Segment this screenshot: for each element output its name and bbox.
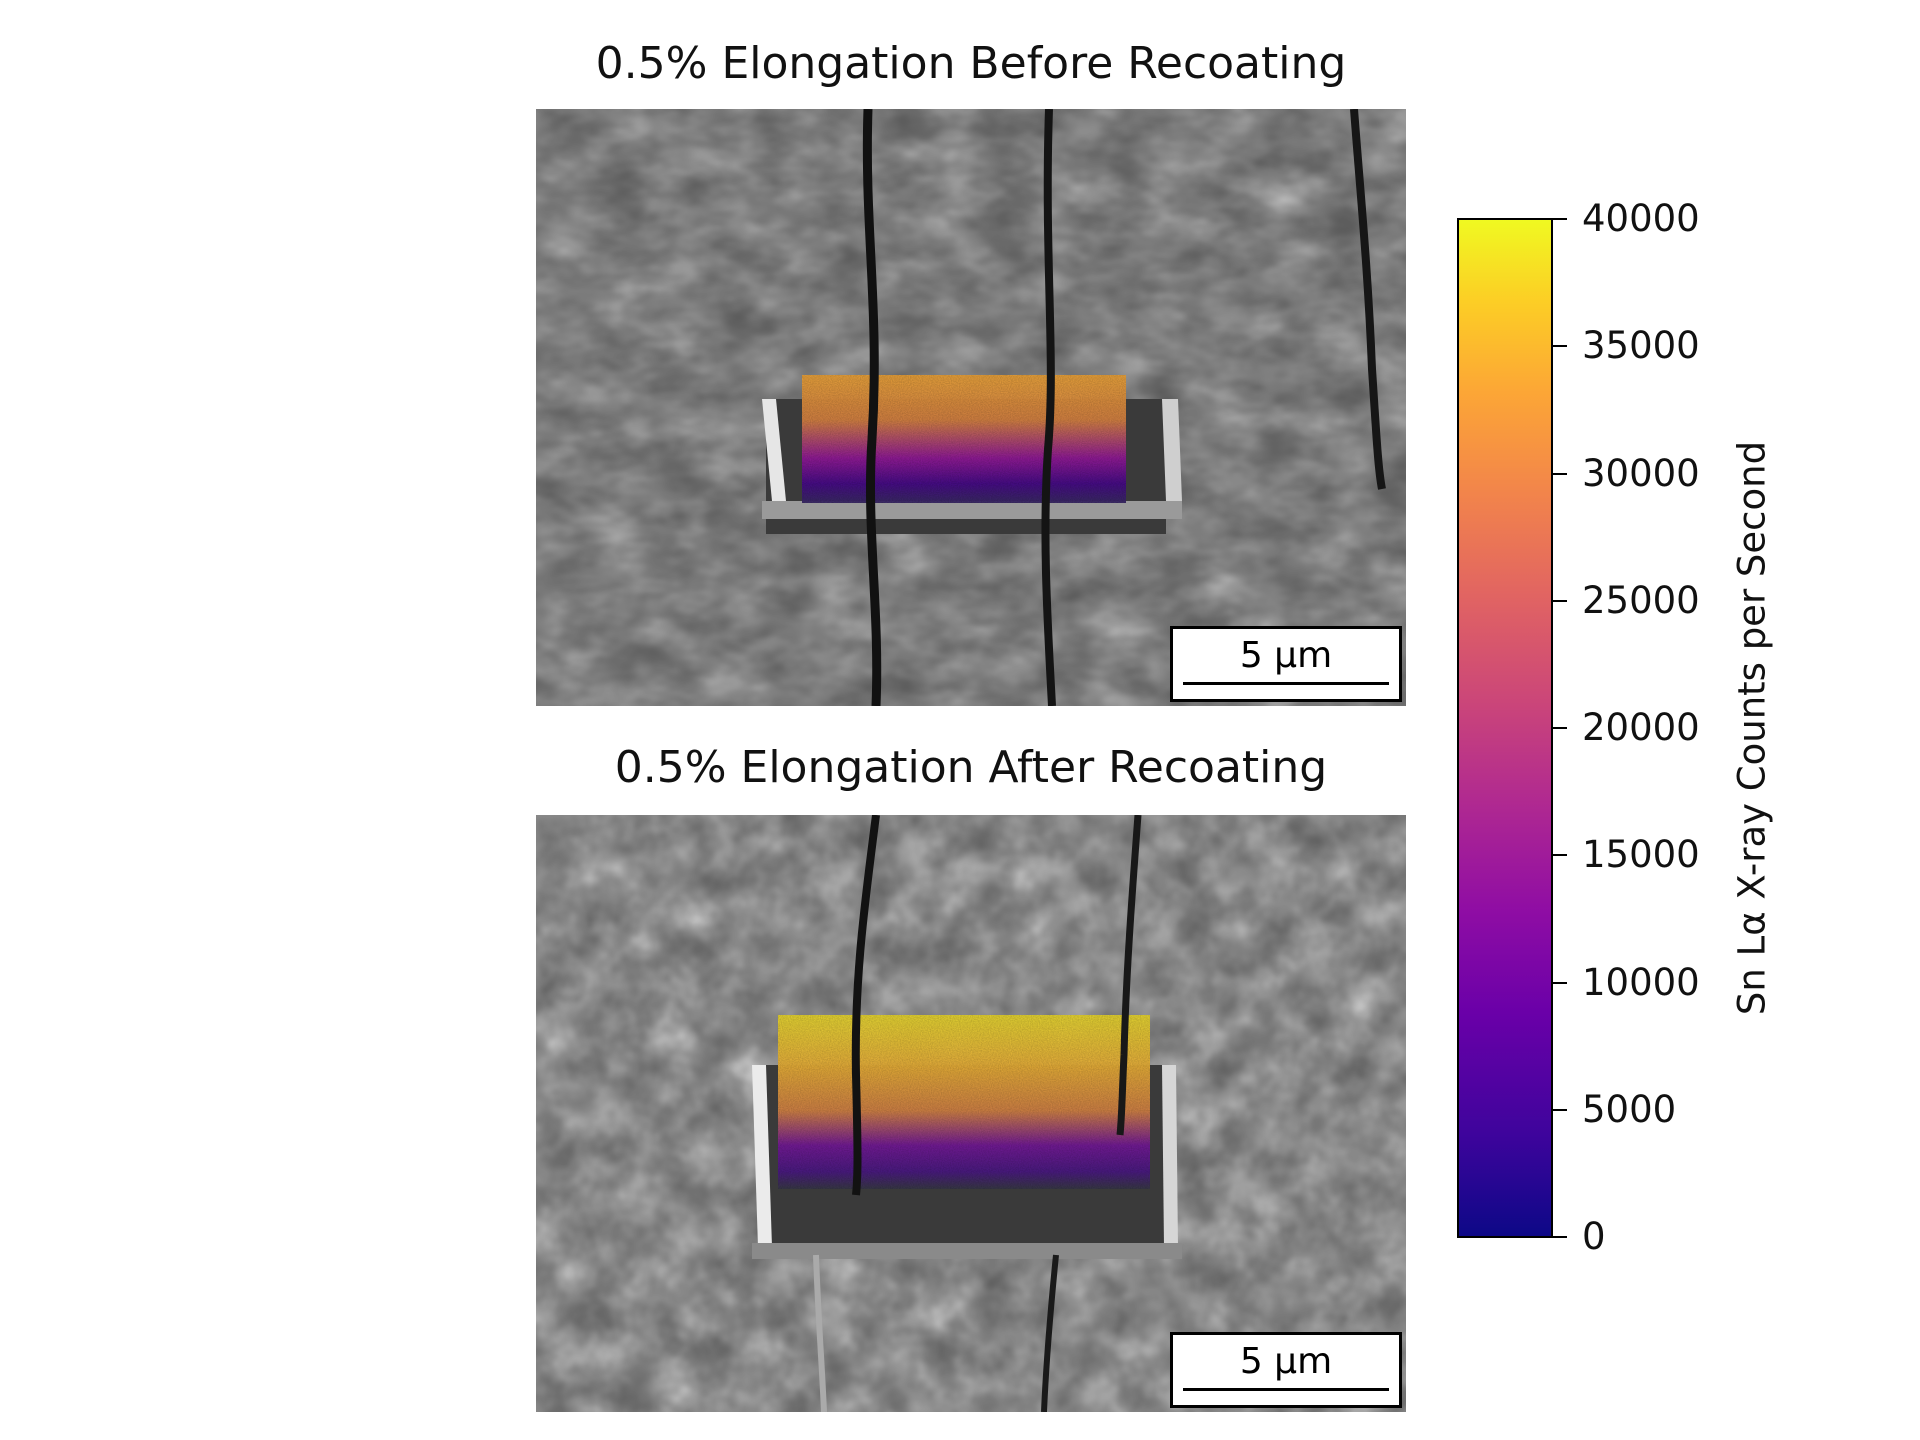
panel-title-bottom: 0.5% Elongation After Recoating [614, 742, 1328, 793]
sem-micrograph-before [536, 109, 1406, 706]
colorbar-tick-mark [1553, 218, 1567, 220]
panel-title-top: 0.5% Elongation Before Recoating [595, 38, 1347, 89]
colorbar-tick-label: 20000 [1582, 706, 1700, 749]
scale-bar-bottom: 5 µm [1170, 1332, 1402, 1408]
colorbar-tick-mark [1553, 1236, 1567, 1238]
scale-bar-label: 5 µm [1239, 1341, 1333, 1382]
colorbar-label: Sn Lα X-ray Counts per Second [1730, 440, 1774, 1016]
colorbar [1457, 218, 1553, 1238]
colorbar-tick-mark [1553, 981, 1567, 984]
colorbar-tick-mark [1553, 854, 1567, 857]
sem-image-before: 5 µm [536, 109, 1406, 706]
scale-bar-label: 5 µm [1239, 635, 1333, 676]
sem-micrograph-after [536, 815, 1406, 1412]
sem-image-after: 5 µm [536, 815, 1406, 1412]
colorbar-tick-label: 5000 [1582, 1087, 1677, 1131]
colorbar-tick-mark [1553, 727, 1567, 729]
colorbar-tick-mark [1553, 1108, 1567, 1111]
scale-bar-top: 5 µm [1170, 626, 1402, 702]
colorbar-tick-mark [1553, 472, 1567, 475]
colorbar-tick-mark [1553, 599, 1567, 602]
colorbar-tick-label: 40000 [1582, 197, 1700, 240]
colorbar-tick-label: 10000 [1582, 960, 1700, 1004]
colorbar-tick-label: 35000 [1582, 324, 1700, 368]
colorbar-tick-label: 15000 [1582, 833, 1700, 877]
colorbar-tick-label: 30000 [1582, 451, 1700, 495]
colorbar-tick-mark [1553, 345, 1567, 348]
colorbar-tick-label: 25000 [1582, 578, 1700, 622]
scale-bar-line [1183, 682, 1389, 685]
colorbar-tick-label: 0 [1582, 1215, 1606, 1258]
scale-bar-line [1183, 1388, 1389, 1391]
